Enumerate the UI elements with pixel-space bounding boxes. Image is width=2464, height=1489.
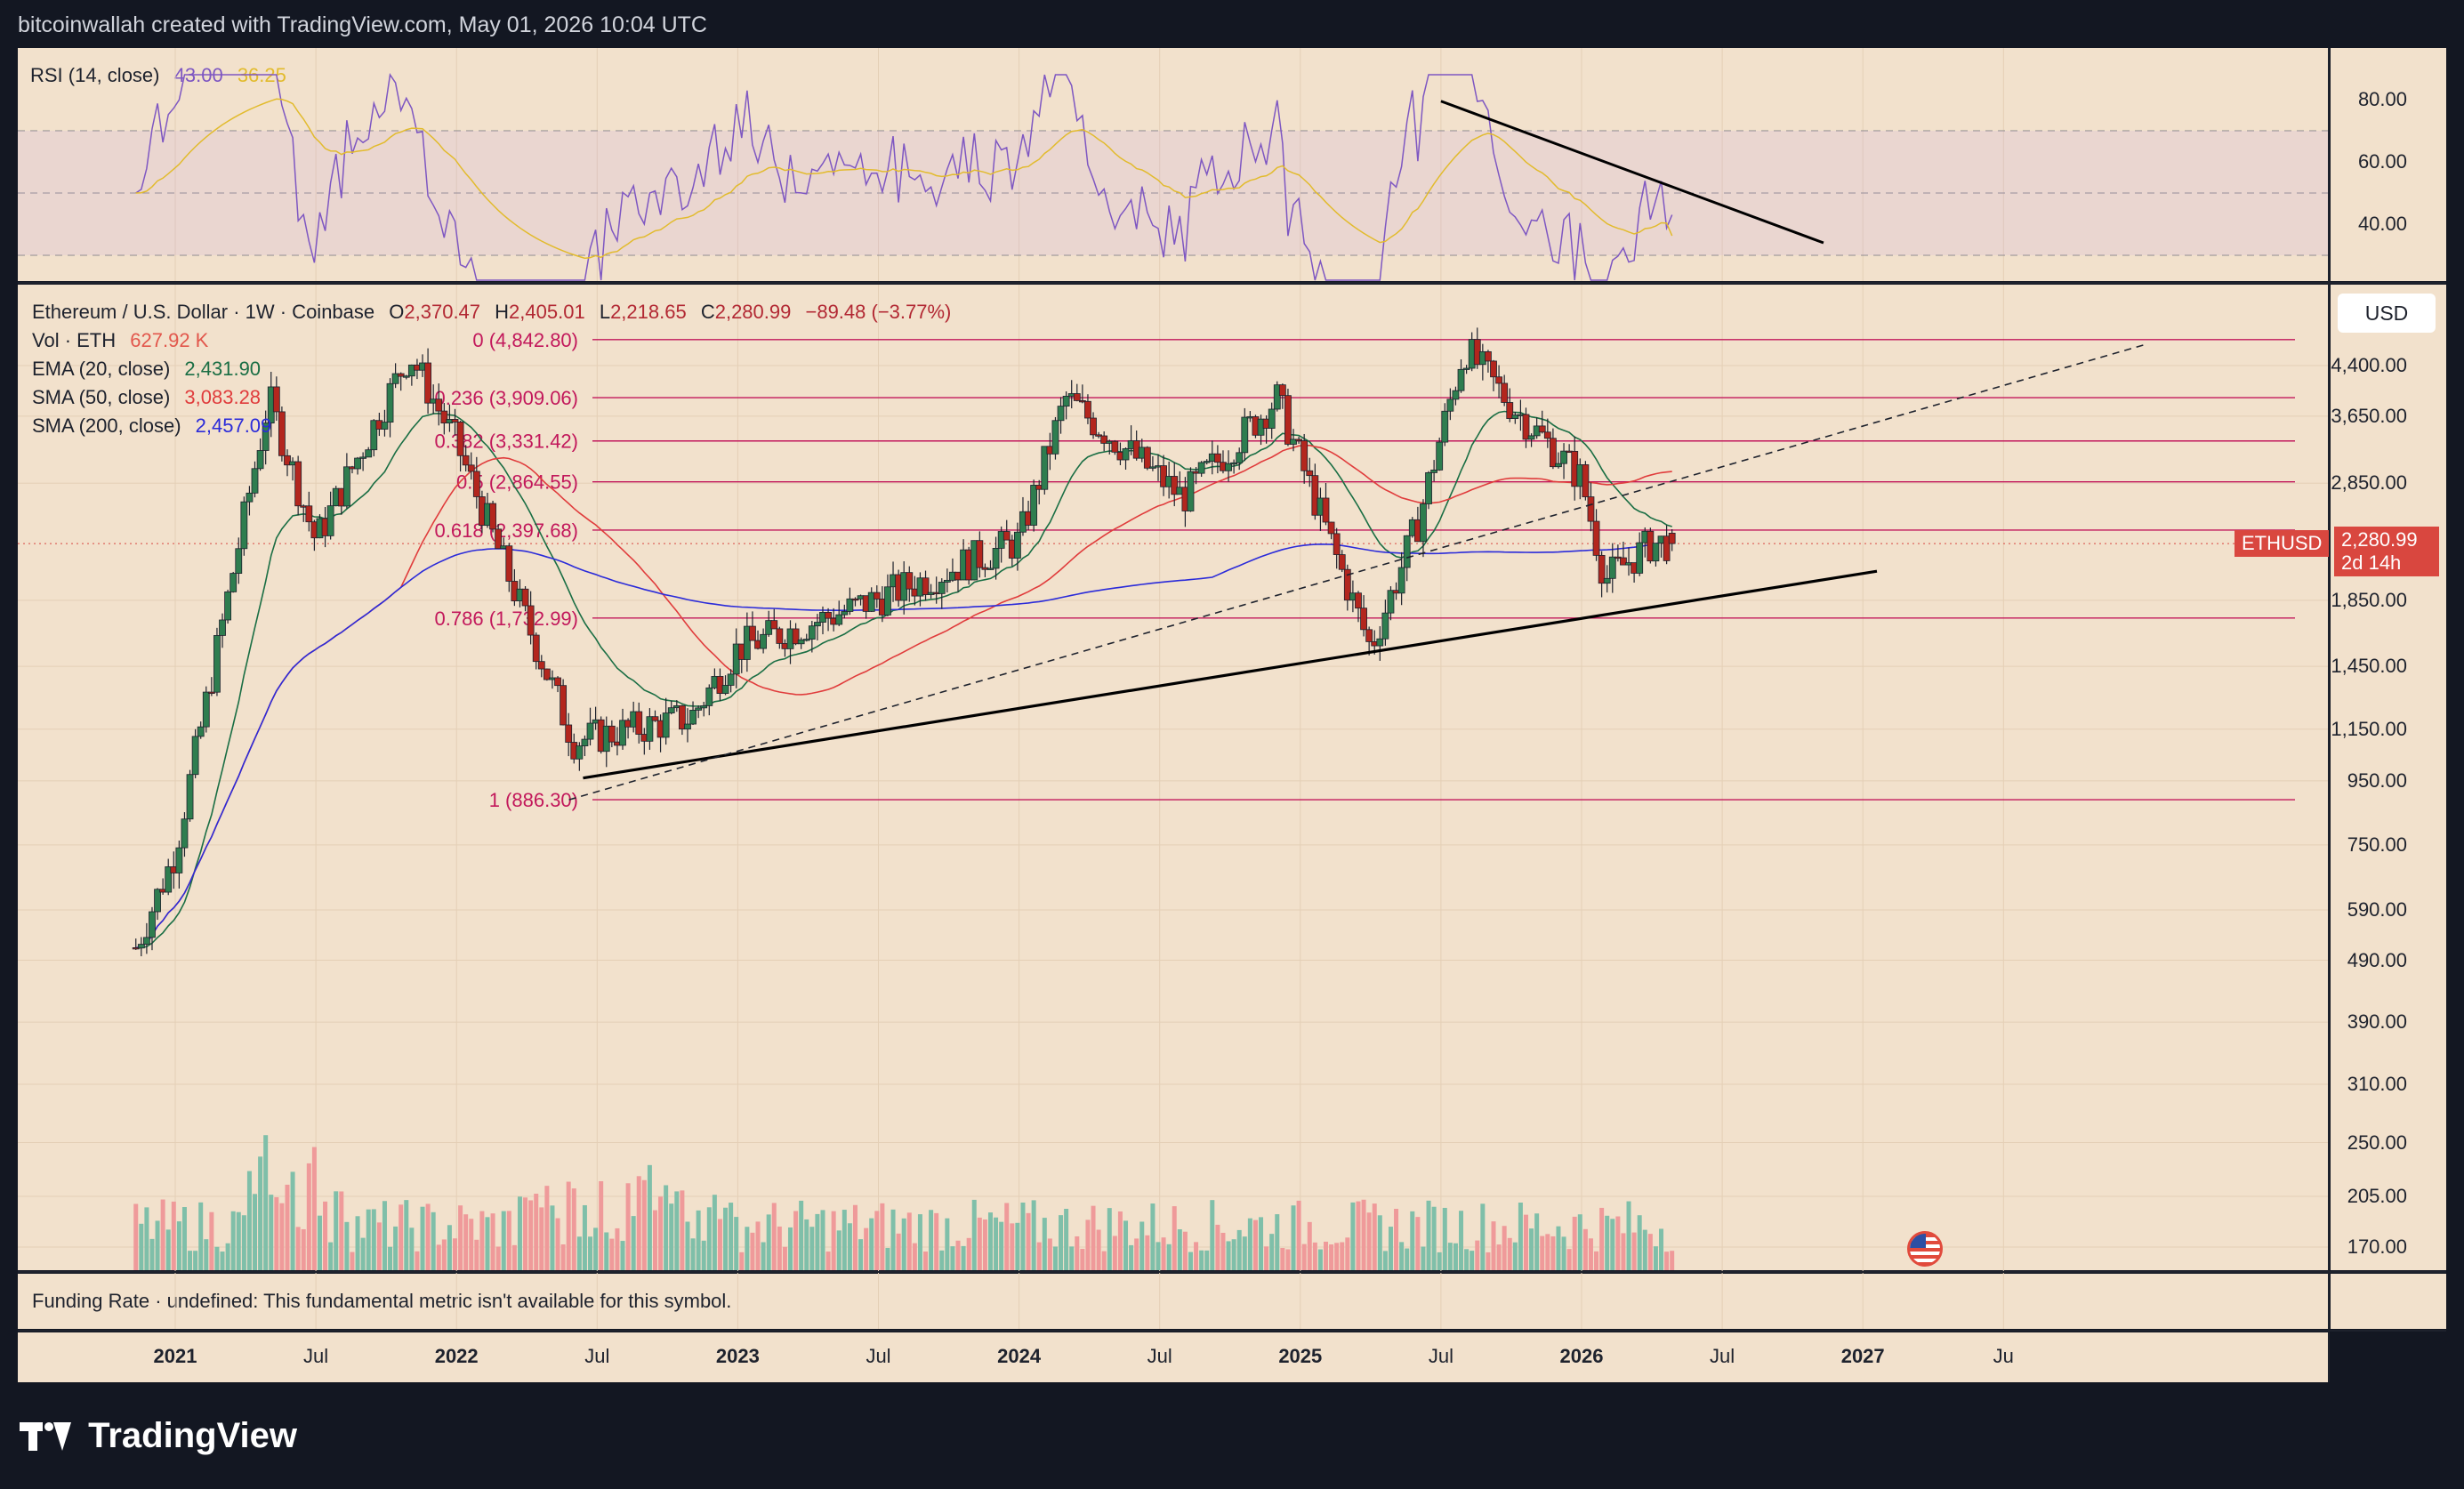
time-tick-1: Jul [303,1345,329,1367]
us-flag-icon[interactable] [1907,1231,1943,1267]
symbol-row: Ethereum / U.S. Dollar · 1W · Coinbase O… [32,301,951,324]
time-tick-11: Jul [1710,1345,1735,1367]
price-tick-11: 310.00 [2347,1073,2407,1095]
price-tick-1: 3,650.00 [2331,404,2407,427]
time-tick-7: Jul [1147,1345,1172,1367]
sma50-label: SMA (50, close) [32,386,171,408]
time-tick-9: Jul [1428,1345,1453,1367]
rsi-tick-80: 80.00 [2357,88,2407,110]
tradingview-logo[interactable]: TradingView [20,1416,297,1456]
sma200-label: SMA (200, close) [32,415,181,437]
rsi-label: RSI (14, close) [30,64,160,86]
currency-button[interactable]: USD [2338,294,2436,333]
ema20-value: 2,431.90 [184,358,262,380]
price-tick-9: 490.00 [2347,948,2407,971]
rsi-tick-40: 40.00 [2357,213,2407,235]
price-tag-value: 2,280.99 [2341,528,2418,551]
funding-text: Funding Rate · undefined: This fundament… [32,1290,732,1312]
currency-label: USD [2364,301,2409,325]
price-tick-10: 390.00 [2347,1010,2407,1034]
sma200-row: SMA (200, close) 2,457.09 [32,415,951,438]
main-legend: Ethereum / U.S. Dollar · 1W · Coinbase O… [32,301,951,438]
price-tick-7: 750.00 [2347,833,2407,856]
ema20-row: EMA (20, close) 2,431.90 [32,358,951,381]
rsi-pane[interactable] [18,48,2328,281]
price-tick-14: 170.00 [2347,1235,2407,1258]
price-tick-4: 1,450.00 [2331,655,2407,678]
rsi-legend: RSI (14, close) 43.00 36.25 [30,64,286,87]
price-tick-6: 950.00 [2347,769,2407,792]
ohlc-close: C2,280.99 [700,301,792,323]
sma200-value: 2,457.09 [195,415,272,437]
time-tick-13: Ju [1993,1345,2014,1367]
vol-value: 627.92 K [130,329,209,351]
attribution-text: bitcoinwallah created with TradingView.c… [18,12,707,37]
price-tick-8: 590.00 [2347,897,2407,921]
price-tick-0: 4,400.00 [2331,354,2407,376]
time-axis[interactable] [18,1332,2328,1382]
sma50-row: SMA (50, close) 3,083.28 [32,386,951,409]
price-tick-2: 2,850.00 [2331,471,2407,495]
vol-label: Vol · ETH [32,329,117,351]
countdown-value: 2d 14h [2341,551,2402,574]
sma50-value: 3,083.28 [184,386,262,408]
ohlc-open: O2,370.47 [389,301,481,323]
time-tick-6: 2024 [997,1345,1042,1367]
price-tick-13: 205.00 [2347,1184,2407,1207]
time-tick-4: 2023 [715,1345,760,1367]
time-tick-5: Jul [866,1345,891,1367]
main-price-axis[interactable] [2331,285,2446,1270]
time-tick-10: 2026 [1559,1345,1604,1367]
rsi-tick-60: 60.00 [2357,150,2407,173]
funding-pane [18,1274,2328,1329]
ohlc-change: −89.48 (−3.77%) [805,301,952,323]
time-tick-12: 2027 [1840,1345,1885,1367]
price-tick-3: 1,850.00 [2331,588,2407,611]
time-tick-8: 2025 [1278,1345,1323,1367]
price-tick-5: 1,150.00 [2331,717,2407,740]
ema20-label: EMA (20, close) [32,358,171,380]
symbol-tag: ETHUSD [2235,530,2330,557]
ohlc-low: L2,218.65 [599,301,687,323]
symbol-title: Ethereum / U.S. Dollar · 1W · Coinbase [32,301,375,323]
price-tick-12: 250.00 [2347,1131,2407,1154]
rsi-value: 43.00 [173,64,223,86]
rsi-ma-value: 36.25 [237,64,286,86]
ohlc-high: H2,405.01 [495,301,585,323]
time-tick-0: 2021 [153,1345,197,1367]
tradingview-logo-icon [20,1422,73,1451]
price-tag: 2,280.99 2d 14h [2334,527,2439,576]
brand-name: TradingView [88,1416,298,1455]
time-tick-2: 2022 [434,1345,479,1367]
time-tick-3: Jul [584,1345,610,1367]
rsi-price-axis[interactable] [2331,48,2446,281]
vol-row: Vol · ETH 627.92 K [32,329,951,352]
funding-axis [2331,1274,2446,1329]
